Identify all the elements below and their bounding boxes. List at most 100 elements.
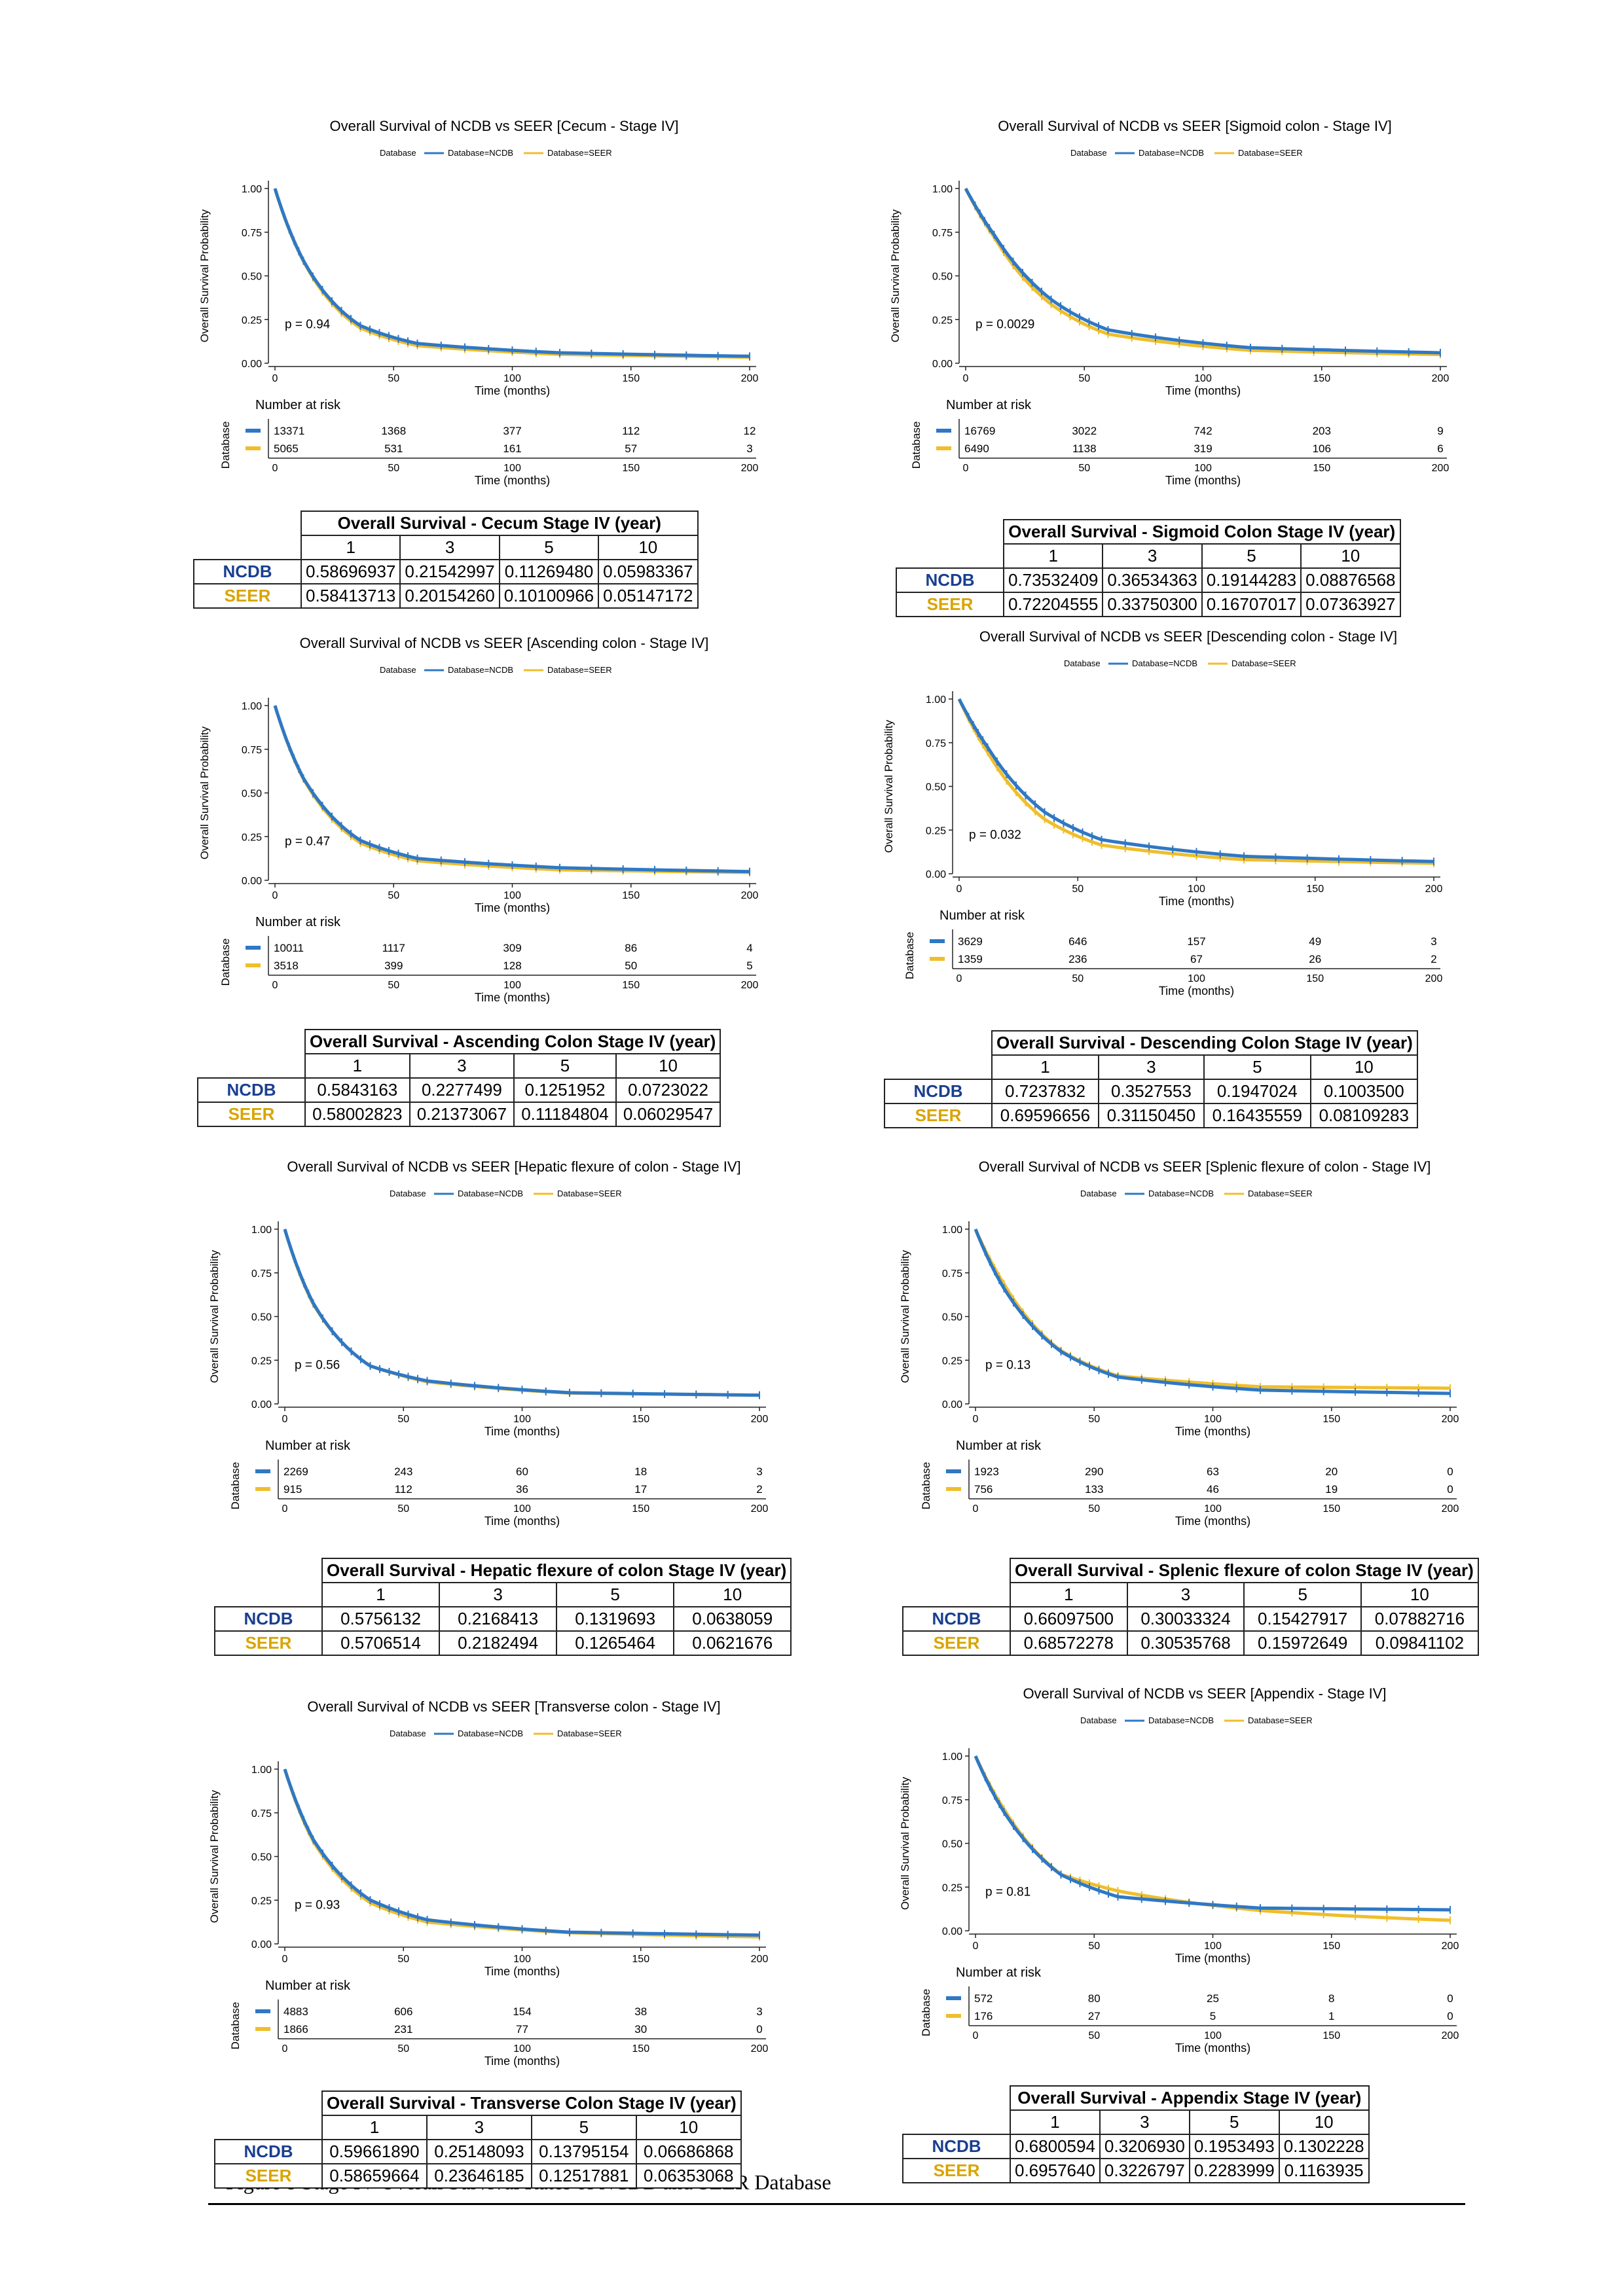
risk-seer-value: 17 xyxy=(634,1483,647,1496)
x-tick-label: 0 xyxy=(973,1414,979,1425)
risk-x-tick-label: 100 xyxy=(1188,973,1205,984)
x-tick-label: 100 xyxy=(513,1414,531,1425)
table-year-header: 3 xyxy=(1102,543,1203,569)
risk-ncdb-value: 154 xyxy=(513,2005,531,2018)
row-label-seer: SEER xyxy=(193,583,302,609)
table-corner xyxy=(198,1054,305,1078)
risk-ncdb-value: 80 xyxy=(1088,1992,1101,2005)
risk-ncdb-value: 309 xyxy=(503,942,521,954)
y-tick-label: 1.00 xyxy=(926,694,946,706)
x-tick-label: 0 xyxy=(282,1954,288,1965)
x-tick-label: 0 xyxy=(272,890,278,901)
risk-ncdb-value: 742 xyxy=(1194,425,1212,437)
table-cell: 0.58659664 xyxy=(321,2163,428,2189)
table-title-row: Overall Survival - Transverse Colon Stag… xyxy=(215,2090,742,2116)
risk-seer-value: 176 xyxy=(974,2010,993,2022)
caption-rule xyxy=(208,2203,1465,2205)
risk-ncdb-value: 4 xyxy=(746,942,752,954)
table-year-header: 3 xyxy=(399,535,500,560)
risk-ncdb-value: 25 xyxy=(1207,1992,1219,2005)
legend-title: Database xyxy=(1064,658,1101,668)
legend-title: Database xyxy=(390,1729,426,1738)
risk-x-tick-label: 100 xyxy=(503,463,521,474)
x-tick-label: 200 xyxy=(1425,884,1443,895)
risk-x-axis-label: Time (months) xyxy=(1165,474,1241,487)
table-cell: 0.58696937 xyxy=(300,559,401,584)
table-year-header: 5 xyxy=(1203,1054,1311,1080)
survival-table: Overall Survival - Sigmoid Colon Stage I… xyxy=(896,519,1401,617)
km-plot-svg: Overall Survival of NCDB vs SEER [Cecum … xyxy=(198,118,758,487)
risk-ncdb-value: 606 xyxy=(394,2005,412,2018)
y-tick-label: 0.50 xyxy=(926,782,946,793)
survival-curve-ncdb xyxy=(964,187,1441,355)
table-cell: 0.69596656 xyxy=(991,1103,1099,1128)
km-plot-svg: Overall Survival of NCDB vs SEER [Transv… xyxy=(208,1698,768,2068)
risk-ncdb-value: 0 xyxy=(1447,1992,1453,2005)
x-axis-label: Time (months) xyxy=(1175,1952,1250,1965)
survival-curve-seer xyxy=(273,705,750,874)
y-tick-label: 0.75 xyxy=(942,1268,962,1280)
row-label-ncdb: NCDB xyxy=(884,1079,993,1104)
table-cell: 0.68572278 xyxy=(1010,1630,1128,1656)
row-label-ncdb: NCDB xyxy=(214,2139,323,2164)
table-cell: 0.1251952 xyxy=(513,1077,617,1103)
survival-curve-seer xyxy=(273,188,750,359)
survival-curve-ncdb xyxy=(273,705,750,874)
y-tick-label: 0.00 xyxy=(242,359,262,370)
table-row-ncdb: NCDB 0.59661890 0.25148093 0.13795154 0.0668… xyxy=(214,2139,742,2164)
table-year-header: 5 xyxy=(513,1053,617,1079)
risk-x-tick-label: 100 xyxy=(1194,463,1212,474)
table-year-header: 1 xyxy=(321,2115,428,2140)
table-cell: 0.5756132 xyxy=(321,1606,441,1632)
risk-seer-value: 112 xyxy=(395,1483,412,1496)
table-cell: 0.30033324 xyxy=(1126,1606,1245,1632)
table-cell: 0.59661890 xyxy=(321,2139,428,2164)
y-tick-label: 0.50 xyxy=(942,1312,962,1323)
risk-ncdb-value: 8 xyxy=(1328,1992,1334,2005)
legend-title: Database xyxy=(380,148,416,158)
risk-x-tick-label: 100 xyxy=(503,980,521,991)
y-tick-label: 0.50 xyxy=(932,272,953,283)
risk-x-tick-label: 100 xyxy=(513,1503,531,1515)
risk-seer-value: 36 xyxy=(516,1483,528,1496)
table-year-header: 10 xyxy=(1309,1054,1418,1080)
risk-ncdb-value: 86 xyxy=(625,942,637,954)
p-value-label: p = 0.0029 xyxy=(976,318,1034,332)
table-cell: 0.1319693 xyxy=(556,1606,675,1632)
risk-ncdb-value: 18 xyxy=(634,1465,647,1478)
table-corner xyxy=(884,1031,992,1055)
risk-x-tick-label: 50 xyxy=(388,463,399,474)
table-year-header: 3 xyxy=(1126,1582,1245,1607)
x-tick-label: 50 xyxy=(397,1414,409,1425)
legend-seer-label: Database=SEER xyxy=(1248,1715,1313,1725)
risk-x-axis-label: Time (months) xyxy=(1175,2041,1250,2054)
risk-ncdb-value: 1368 xyxy=(381,425,406,437)
risk-seer-value: 399 xyxy=(384,960,403,972)
x-tick-label: 200 xyxy=(1442,1414,1459,1425)
risk-ncdb-value: 243 xyxy=(394,1465,412,1478)
risk-seer-value: 2 xyxy=(1431,953,1436,965)
table-cell: 0.11269480 xyxy=(498,559,600,584)
legend-title: Database xyxy=(1080,1189,1117,1198)
table-row-ncdb: NCDB 0.73532409 0.36534363 0.19144283 0.0887… xyxy=(896,567,1401,593)
y-tick-label: 0.25 xyxy=(932,315,953,326)
risk-seer-value: 0 xyxy=(756,2023,762,2036)
table-title-row: Overall Survival - Cecum Stage IV (year) xyxy=(194,511,699,536)
y-tick-label: 0.00 xyxy=(242,876,262,887)
table-cell: 0.19144283 xyxy=(1201,567,1302,593)
risk-x-tick-label: 150 xyxy=(1306,973,1324,984)
x-tick-label: 100 xyxy=(1188,884,1205,895)
legend-title: Database xyxy=(1070,148,1107,158)
survival-curve-seer xyxy=(974,1229,1451,1390)
table-cell: 0.12517881 xyxy=(530,2163,637,2189)
table-year-header: 5 xyxy=(530,2115,637,2140)
table-cell: 0.31150450 xyxy=(1097,1103,1205,1128)
p-value-label: p = 0.13 xyxy=(985,1359,1030,1372)
risk-axis-label: Database xyxy=(903,932,916,980)
risk-axis-label: Database xyxy=(920,1462,932,1510)
risk-seer-value: 30 xyxy=(634,2023,647,2036)
risk-x-tick-label: 200 xyxy=(1442,2030,1459,2041)
y-axis-label: Overall Survival Probability xyxy=(198,726,211,859)
table-title-row: Overall Survival - Descending Colon Stag… xyxy=(884,1030,1418,1056)
table-cell: 0.73532409 xyxy=(1002,567,1104,593)
